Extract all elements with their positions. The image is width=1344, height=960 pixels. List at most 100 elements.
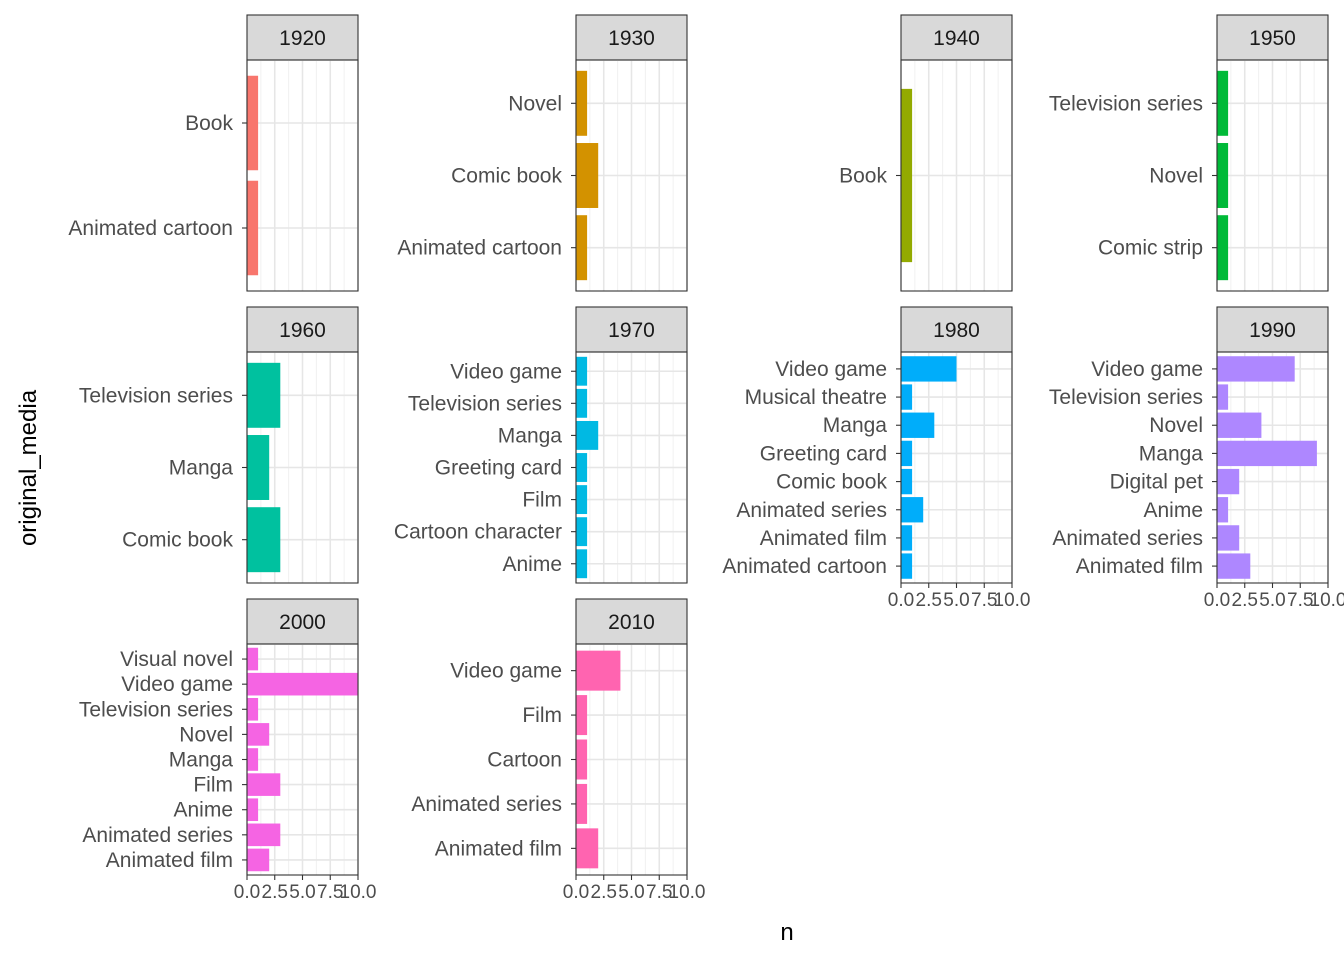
x-tick-label: 2.5 — [1232, 590, 1258, 611]
bar — [247, 798, 259, 822]
x-tick-label: 5.0 — [943, 590, 969, 611]
x-tick-label: 0.0 — [234, 882, 260, 903]
panel-border — [575, 59, 688, 292]
x-tick-label: 5.0 — [1259, 590, 1285, 611]
bar — [247, 507, 281, 573]
category-label: Film — [193, 774, 233, 797]
bar — [247, 748, 259, 771]
bar — [576, 650, 621, 691]
category-label: Video game — [450, 660, 562, 683]
bar — [576, 517, 588, 547]
facet-strip — [246, 14, 359, 61]
bar — [576, 828, 599, 869]
x-tick-label: 7.5 — [317, 882, 343, 903]
category-label: Visual novel — [120, 648, 233, 671]
category-label: Animated series — [1052, 527, 1203, 550]
category-label: Novel — [1149, 414, 1203, 437]
bar — [901, 497, 924, 523]
category-label: Manga — [498, 424, 563, 447]
panel-1970: 1970 Video game Television series Manga Gree… — [394, 306, 688, 584]
category-label: Comic book — [776, 471, 887, 494]
category-label: Greeting card — [435, 457, 562, 480]
category-label: Comic book — [122, 529, 233, 552]
bar — [1217, 70, 1229, 136]
category-label: Television series — [79, 698, 233, 721]
category-label: Animated series — [82, 824, 233, 847]
category-label: Animated series — [736, 499, 887, 522]
category-label: Manga — [169, 457, 234, 480]
x-tick-label: 0.0 — [1204, 590, 1230, 611]
category-label: Greeting card — [760, 442, 887, 465]
bar — [576, 70, 588, 136]
category-label: Television series — [79, 384, 233, 407]
bar — [247, 848, 270, 872]
facet-strip-label: 2010 — [608, 611, 655, 634]
category-label: Anime — [173, 799, 233, 822]
bar — [1217, 143, 1229, 208]
category-label: Novel — [1149, 165, 1203, 188]
bar — [901, 440, 913, 467]
category-label: Manga — [169, 749, 234, 772]
bar — [576, 485, 588, 515]
category-label: Anime — [502, 553, 562, 576]
x-tick-label: 5.0 — [618, 882, 644, 903]
x-tick-label: 10.0 — [340, 882, 377, 903]
bar — [1217, 384, 1229, 410]
x-tick-label: 2.5 — [916, 590, 942, 611]
bar — [901, 356, 957, 382]
bar — [247, 75, 259, 171]
bar — [247, 362, 281, 428]
bar — [1217, 215, 1229, 281]
bar — [576, 388, 588, 418]
x-tick-label: 10.0 — [994, 590, 1031, 611]
category-label: Animated film — [435, 837, 562, 860]
bar — [901, 88, 913, 263]
bar — [1217, 356, 1295, 382]
y-axis-title: original_media — [15, 389, 42, 546]
panel-border — [1216, 59, 1329, 292]
bar — [901, 384, 913, 410]
facet-strip-label: 1920 — [279, 27, 326, 50]
bar — [1217, 440, 1317, 467]
category-label: Cartoon character — [394, 521, 562, 544]
bar — [247, 647, 259, 671]
bar — [1217, 525, 1240, 551]
bar — [576, 420, 599, 450]
category-label: Animated cartoon — [722, 555, 887, 578]
x-tick-label: 10.0 — [1310, 590, 1344, 611]
panel-1940: 1940 Book — [839, 14, 1013, 292]
category-label: Comic strip — [1098, 237, 1203, 260]
x-tick-label: 7.5 — [646, 882, 672, 903]
facet-strip-label: 1980 — [933, 319, 980, 342]
category-label: Manga — [1139, 442, 1204, 465]
bar — [1217, 497, 1229, 523]
panel-1920: 1920 Book Animated cartoon — [68, 14, 359, 292]
panel-2010: 2010 Video game Film Cartoon Animated series… — [411, 598, 705, 903]
facet-strip-label: 1990 — [1249, 319, 1296, 342]
facet-strip-label: 1950 — [1249, 27, 1296, 50]
bar — [576, 356, 588, 386]
bar — [1217, 553, 1251, 579]
bar — [247, 672, 358, 696]
facet-strip-label: 1930 — [608, 27, 655, 50]
facet-strip-label: 2000 — [279, 611, 326, 634]
panel-1980: 1980 Video game Musical theatre Manga Greeti… — [722, 306, 1031, 611]
bar — [901, 553, 913, 579]
x-tick-label: 0.0 — [563, 882, 589, 903]
bar — [247, 697, 259, 721]
category-label: Anime — [1143, 499, 1203, 522]
category-label: Video game — [775, 358, 887, 381]
category-label: Video game — [450, 360, 562, 383]
x-tick-label: 5.0 — [289, 882, 315, 903]
bar — [576, 143, 599, 208]
category-label: Cartoon — [487, 749, 562, 772]
panel-1990: 1990 Video game Television series Novel Mang… — [1049, 306, 1344, 611]
bar — [576, 783, 588, 824]
bar — [901, 412, 935, 438]
panel-border — [246, 59, 359, 292]
panel-border — [575, 351, 688, 584]
category-label: Animated film — [760, 527, 887, 550]
bar — [247, 435, 270, 500]
